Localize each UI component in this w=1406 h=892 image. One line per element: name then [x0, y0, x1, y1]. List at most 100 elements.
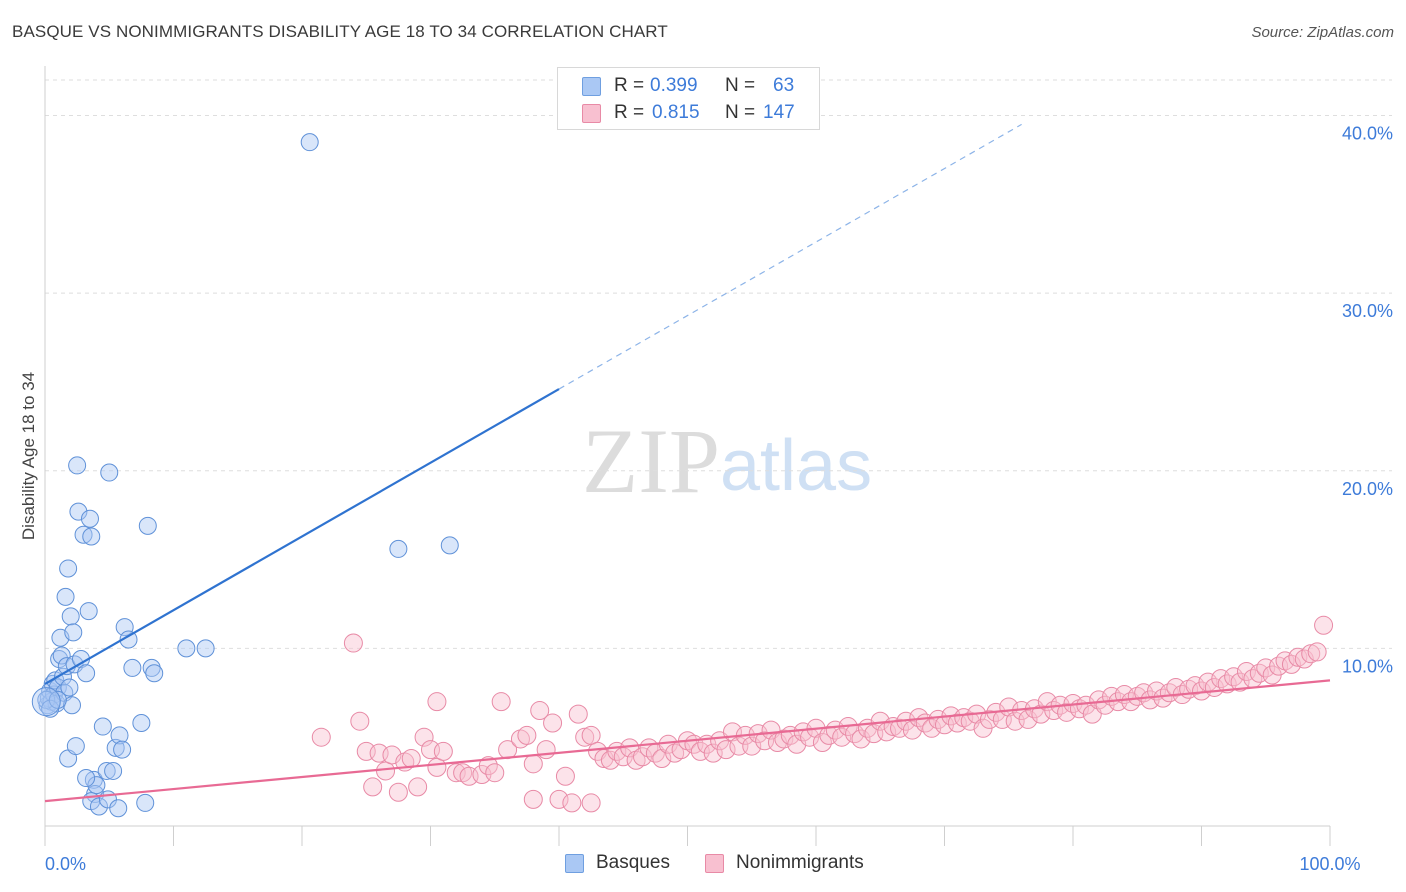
y-tick-label: 30.0% [1342, 301, 1393, 321]
legend-swatch-pink [582, 104, 601, 123]
nonimmigrants-point [530, 701, 550, 721]
basques-point [100, 463, 119, 482]
basques-point [77, 769, 96, 788]
nonimmigrants-point [742, 736, 762, 756]
nonimmigrants-point [1230, 672, 1250, 692]
basques-point [119, 630, 138, 649]
nonimmigrants-point [1153, 688, 1173, 708]
nonimmigrants-point [851, 729, 871, 749]
basques-point [53, 667, 72, 686]
legend-swatch-pink [705, 854, 724, 873]
nonimmigrants-point [363, 777, 383, 797]
basques-point [177, 639, 196, 658]
basques-point [145, 664, 164, 683]
nonimmigrants-point [555, 766, 575, 786]
nonimmigrants-point [543, 713, 563, 733]
basques-point [138, 516, 157, 535]
basques-point [93, 717, 112, 736]
x-tick-label: 100.0% [1299, 854, 1360, 874]
basques-point [136, 793, 155, 812]
basques-point [132, 713, 151, 732]
nonimmigrants-point [536, 740, 556, 760]
nonimmigrants-point [774, 729, 794, 749]
basques-point [82, 527, 101, 546]
r-label: R = [614, 102, 645, 123]
basques-point-cluster [31, 687, 61, 717]
basques-point [59, 559, 78, 578]
basques-point [79, 602, 98, 621]
nonimmigrants-point [626, 750, 646, 770]
basques-point [104, 761, 123, 780]
nonimmigrants-point [343, 633, 363, 653]
nonimmigrants-point [1314, 615, 1334, 635]
nonimmigrants-point [388, 782, 408, 802]
basques-point [66, 737, 85, 756]
legend-label: Basques [596, 852, 670, 873]
gridlines [45, 79, 1392, 649]
nonimmigrants-point [1281, 654, 1301, 674]
nonimmigrants-trend-line [44, 679, 1331, 803]
legend-swatch-blue [565, 854, 584, 873]
y-tick-label: 20.0% [1342, 479, 1393, 499]
nonimmigrants-point [1307, 642, 1327, 662]
nonimmigrants-point [433, 741, 453, 761]
nonimmigrants-point [703, 743, 723, 763]
basques-point [68, 456, 87, 475]
nonimmigrants-point [311, 727, 331, 747]
nonimmigrants-point [1185, 676, 1205, 696]
nonimmigrants-point [1275, 651, 1295, 671]
nonimmigrants-point [832, 727, 852, 747]
nonimmigrants-point [568, 704, 588, 724]
basques-point [48, 690, 67, 709]
legend-label: Nonimmigrants [736, 852, 864, 873]
nonimmigrants-point [1127, 686, 1147, 706]
basques-point [300, 133, 319, 152]
correlation-legend: R = 0.399 N = 63 R = 0.815 N = 147 [557, 67, 820, 130]
nonimmigrants-point [1224, 667, 1244, 687]
basques-point [87, 776, 106, 795]
nonimmigrants-point [793, 722, 813, 742]
nonimmigrants-point [517, 725, 537, 745]
nonimmigrants-point [652, 749, 672, 769]
basques-point [142, 658, 161, 677]
source-credit: Source: ZipAtlas.com [1251, 24, 1394, 41]
basques-point [52, 646, 71, 665]
nonimmigrants-point [453, 763, 473, 783]
nonimmigrants-point [427, 692, 447, 712]
basques-point [61, 607, 80, 626]
basques-point [62, 696, 81, 715]
nonimmigrants-point [716, 740, 736, 760]
nonimmigrants-point [523, 789, 543, 809]
basques-point [440, 536, 459, 555]
r-value: 0.399 [650, 75, 698, 96]
nonimmigrants-point [1089, 690, 1109, 710]
nonimmigrants-point [485, 763, 505, 783]
basques-point [109, 799, 128, 818]
nonimmigrants-point [478, 756, 498, 776]
nonimmigrants-point [376, 761, 396, 781]
nonimmigrants-point [812, 733, 832, 753]
nonimmigrants-point [401, 749, 421, 769]
r-label: R = [614, 75, 645, 96]
basques-point [77, 664, 96, 683]
nonimmigrants-point [575, 727, 595, 747]
nonimmigrants-point [1031, 704, 1051, 724]
y-tick-label: 10.0% [1342, 656, 1393, 676]
basques-point [110, 726, 129, 745]
watermark-atlas: atlas [720, 426, 872, 506]
nonimmigrants-point [1301, 644, 1321, 664]
nonimmigrants-point [491, 692, 511, 712]
chart-title: BASQUE VS NONIMMIGRANTS DISABILITY AGE 1… [12, 22, 668, 41]
nonimmigrants-point [523, 754, 543, 774]
n-label: N = [725, 75, 756, 96]
y-tick-label: 40.0% [1342, 124, 1393, 144]
trend-lines [44, 123, 1331, 803]
nonimmigrants-point [1018, 709, 1038, 729]
nonimmigrants-point [414, 727, 434, 747]
watermark-zip: ZIP [582, 410, 720, 512]
basques-point [74, 525, 93, 544]
nonimmigrants-point [427, 757, 447, 777]
nonimmigrants-point [1288, 647, 1308, 667]
basques-point [69, 502, 88, 521]
